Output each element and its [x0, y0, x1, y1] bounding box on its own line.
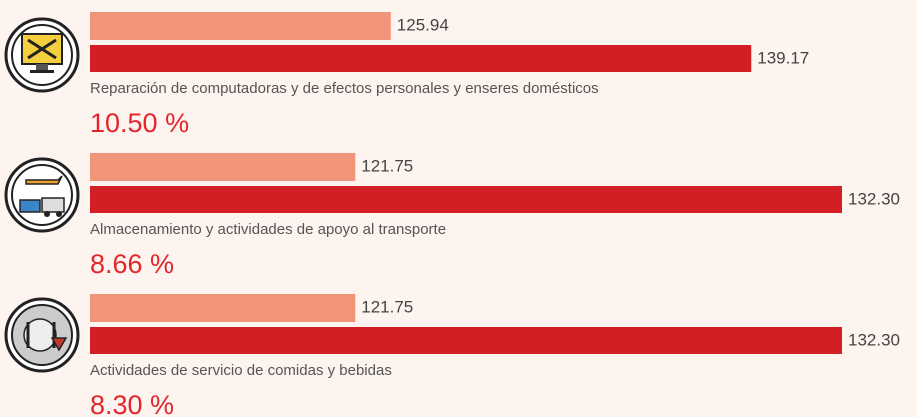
bar: [90, 294, 356, 322]
value-label: 125.94: [397, 15, 449, 34]
value-label: 139.17: [757, 48, 809, 67]
value-label: 132.30: [848, 330, 900, 349]
value-label: 121.75: [361, 156, 413, 175]
percentage-label: 10.50 %: [90, 108, 189, 138]
percentage-label: 8.66 %: [90, 249, 174, 279]
value-label: 132.30: [848, 189, 900, 208]
bar: [90, 12, 391, 40]
bar: [90, 45, 752, 72]
bar: [90, 327, 842, 354]
value-label: 121.75: [361, 297, 413, 316]
icon-transport: [4, 157, 80, 233]
icon-computer: [4, 17, 80, 93]
icon-food: [4, 297, 80, 373]
bar: [90, 186, 842, 213]
bar: [90, 153, 356, 181]
category-label: Almacenamiento y actividades de apoyo al…: [90, 221, 446, 238]
percentage-label: 8.30 %: [90, 390, 174, 417]
category-label: Reparación de computadoras y de efectos …: [90, 80, 599, 97]
category-label: Actividades de servicio de comidas y beb…: [90, 362, 392, 379]
